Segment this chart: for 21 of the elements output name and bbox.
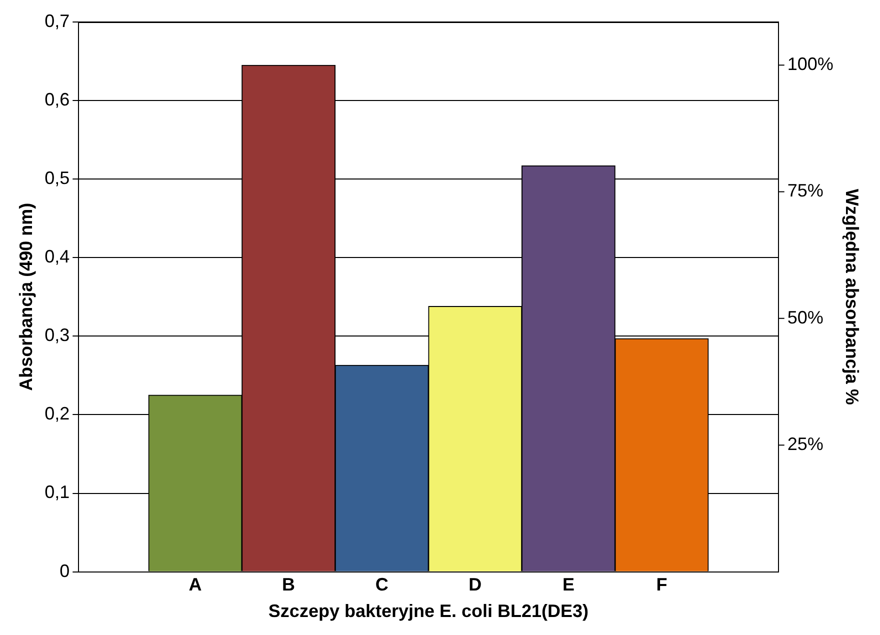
y-tick-label: 0,3 xyxy=(44,325,70,346)
y-tick-label: 0,2 xyxy=(44,404,70,424)
y-tick-label: 0,1 xyxy=(44,482,70,502)
y2-axis-title: Względna absorbancja % xyxy=(842,188,862,405)
x-tick-label: F xyxy=(656,574,668,595)
x-tick-label: D xyxy=(468,574,482,595)
y-axis-title: Absorbancja (490 nm) xyxy=(16,202,36,391)
y-tick-label: 0,4 xyxy=(44,246,70,267)
x-tick-label: C xyxy=(375,574,388,595)
y2-tick-label: 25% xyxy=(787,434,824,454)
y-tick-label: 0,5 xyxy=(44,168,70,188)
x-tick-label: A xyxy=(188,574,202,595)
x-tick-label: B xyxy=(282,574,296,595)
y-tick-label: 0 xyxy=(60,560,70,581)
y2-tick-label: 100% xyxy=(787,54,834,74)
x-axis-title: Szczepy bakteryjne E. coli BL21(DE3) xyxy=(268,601,589,622)
y-tick-label: 0,7 xyxy=(44,10,70,31)
y-tick-label: 0,6 xyxy=(44,90,70,110)
y2-tick-label: 75% xyxy=(787,180,824,201)
x-tick-label: E xyxy=(562,574,574,595)
y2-tick-label: 50% xyxy=(787,307,824,328)
